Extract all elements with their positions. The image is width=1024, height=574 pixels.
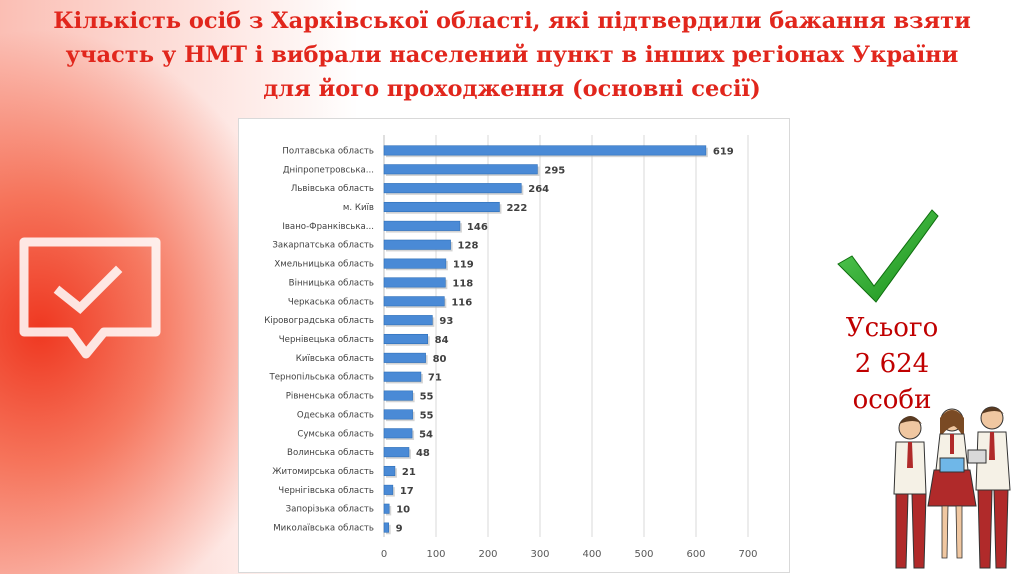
data-label: 55 [420,410,434,421]
category-label: Рівненська область [286,392,374,402]
x-tick-label: 400 [582,549,601,560]
bar [383,409,413,420]
bar [383,465,396,477]
data-label: 84 [435,335,449,346]
bar [383,371,422,382]
bar [383,296,445,307]
bar [383,428,413,439]
data-label: 119 [453,260,474,271]
data-label: 128 [458,241,479,252]
bar [383,145,707,156]
page-title: Кількість осіб з Харківської області, як… [20,4,1004,106]
bar [383,183,522,194]
category-label: Житомирська область [272,467,374,477]
category-label: Дніпропетровська... [283,165,374,175]
category-label: Сумська область [297,429,374,439]
category-label: Полтавська область [282,146,374,156]
bar [383,484,394,495]
bar [383,390,413,401]
data-label: 55 [420,392,434,403]
bar [383,315,433,326]
category-label: Київська область [296,354,374,364]
bar [383,522,389,533]
bar [383,220,461,231]
x-tick-label: 600 [686,549,705,560]
x-tick-label: 200 [478,549,497,560]
data-label: 17 [400,486,414,497]
category-label: Чернівецька область [279,335,374,345]
title-line-1: Кількість осіб з Харківської області, як… [53,8,971,34]
bar-chart: 0 100 200 300 400 500 600 700 Полтавська область… [264,135,758,560]
data-label: 71 [428,373,442,384]
category-label: Запорізька область [286,505,374,515]
category-label: Івано-Франківська... [282,222,374,232]
data-label: 116 [451,297,472,308]
x-tick-label: 0 [381,549,387,560]
data-label: 54 [419,429,433,440]
data-label: 21 [402,467,416,478]
category-label: Кіровоградська область [264,316,374,326]
bar [383,277,446,288]
data-label: 118 [452,278,473,289]
bar [383,503,390,514]
category-label: Тернопільська область [268,373,374,383]
category-label: Черкаська область [288,297,374,307]
total-label: Усього [845,313,939,343]
chart-area: 0 100 200 300 400 500 600 700 Полтавська область… [238,118,790,573]
bar [383,447,410,458]
feedback-message-icon [19,237,161,359]
total-unit: особи [852,385,932,415]
data-label: 264 [528,184,549,195]
category-label: Миколаївська область [273,524,374,534]
category-label: Чернігівська область [278,486,374,496]
data-label: 93 [439,316,453,327]
data-label: 9 [396,524,403,535]
bar [383,352,426,363]
category-label: Закарпатська область [272,241,374,251]
title-line-3: для його проходження (основні сесії) [263,76,761,102]
category-label: Хмельницька область [274,260,374,270]
bar [383,258,447,269]
bar [383,333,428,345]
x-tick-label: 100 [426,549,445,560]
category-label: Львівська область [291,184,374,194]
category-label: Вінницька область [289,278,374,288]
bar [383,201,500,213]
total-value: 2 624 [854,349,930,379]
x-tick-label: 300 [530,549,549,560]
data-label: 146 [467,222,488,233]
total-count: Усього 2 624 особи [822,310,962,418]
students-illustration [893,406,1011,569]
data-label: 222 [506,203,527,214]
x-tick-label: 700 [738,549,757,560]
category-label: Волинська область [287,448,374,458]
x-tick-label: 500 [634,549,653,560]
checkmark-icon [837,209,939,303]
category-label: м. Київ [343,203,374,213]
bar [383,164,538,175]
title-line-2: участь у НМТ і вибрали населений пункт в… [65,42,959,68]
data-label: 295 [544,165,565,176]
data-label: 48 [416,448,430,459]
data-label: 80 [433,354,447,365]
data-label: 10 [396,505,410,516]
category-label: Одеська область [297,410,374,420]
bar [383,239,451,250]
data-label: 619 [713,146,734,157]
